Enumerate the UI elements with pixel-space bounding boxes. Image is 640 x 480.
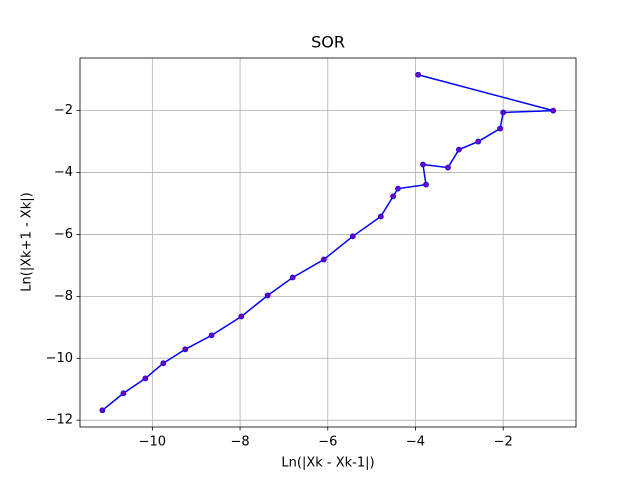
point (497, 125, 504, 132)
point (160, 360, 167, 367)
point (500, 109, 507, 116)
point (475, 138, 482, 145)
x-axis-label: Ln(|Xk - Xk-1|) (281, 456, 374, 471)
point (349, 233, 356, 240)
point (264, 292, 271, 299)
point (550, 107, 557, 114)
y-tick-label: −2 (54, 103, 73, 118)
point (445, 164, 451, 171)
y-tick-label: −4 (54, 165, 73, 180)
y-axis-label: Ln(|Xk+1 - Xk|) (20, 192, 35, 291)
chart-title: SOR (311, 33, 345, 52)
x-tick-label: −6 (318, 435, 337, 450)
point (420, 161, 426, 168)
point (377, 213, 384, 220)
point (415, 71, 422, 78)
x-tick-label: −2 (494, 435, 513, 450)
point (120, 390, 127, 397)
point (395, 185, 401, 192)
y-tick-label: −10 (46, 351, 73, 366)
x-tick-label: −8 (230, 435, 249, 450)
point (423, 181, 429, 188)
point (208, 332, 215, 339)
point (390, 193, 397, 200)
y-tick-label: −6 (54, 227, 73, 242)
y-tick-label: −8 (54, 289, 73, 304)
x-tick-label: −4 (406, 435, 425, 450)
point (320, 256, 327, 263)
point (99, 407, 106, 414)
x-tick-label: −10 (139, 435, 166, 450)
point (182, 346, 189, 353)
plot-frame (79, 57, 577, 428)
point (456, 146, 462, 153)
point (289, 274, 296, 281)
point (142, 375, 149, 382)
y-tick-label: −12 (46, 413, 73, 428)
point (238, 313, 245, 320)
